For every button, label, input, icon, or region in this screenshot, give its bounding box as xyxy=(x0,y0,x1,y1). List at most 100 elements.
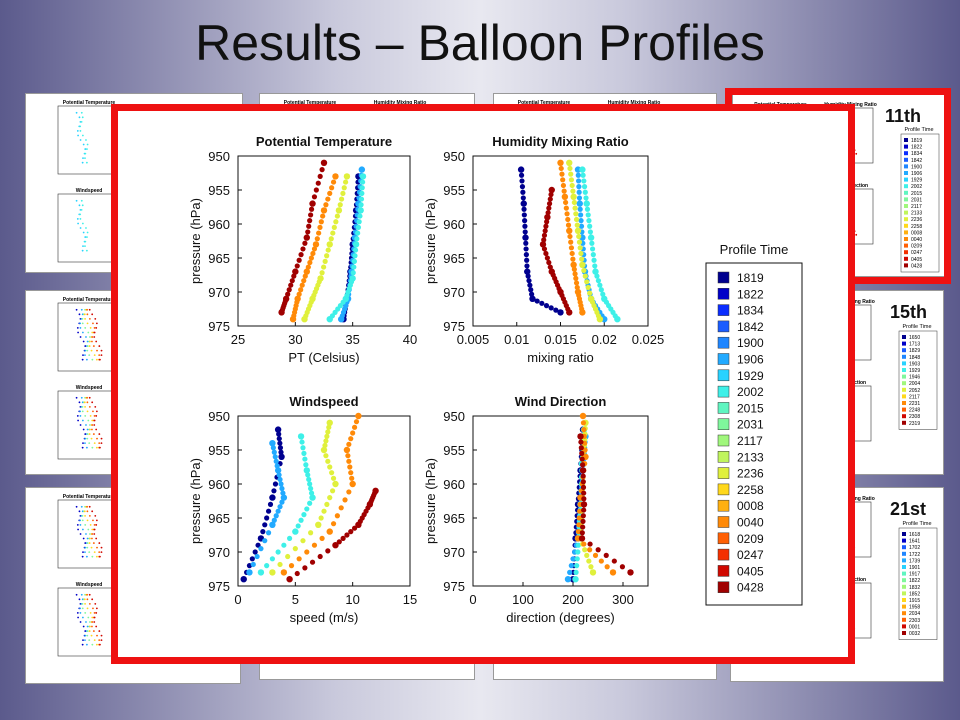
mini-data-point xyxy=(81,134,84,137)
data-point xyxy=(575,549,581,555)
data-point xyxy=(280,569,288,576)
mini-data-point xyxy=(93,616,96,619)
mini-data-point xyxy=(85,446,88,449)
legend-entry: 1900 xyxy=(737,336,764,350)
data-point xyxy=(322,258,328,264)
y-tick-label: 960 xyxy=(443,217,465,232)
mini-legend-entry: 1929 xyxy=(909,368,920,374)
data-point xyxy=(539,241,547,248)
mini-data-point xyxy=(93,442,96,445)
data-point xyxy=(575,172,581,178)
data-point xyxy=(588,564,594,570)
data-point xyxy=(358,196,365,202)
mini-data-point xyxy=(88,308,91,311)
mini-data-point xyxy=(91,537,93,540)
mini-data-point xyxy=(81,249,84,252)
mini-legend-entry: 0209 xyxy=(911,244,922,250)
mini-data-point xyxy=(91,643,94,646)
data-point xyxy=(320,213,326,219)
data-point xyxy=(557,309,564,316)
data-point xyxy=(582,447,588,453)
mini-data-point xyxy=(81,161,84,164)
mini-data-point xyxy=(88,442,91,445)
mini-plot-frame xyxy=(57,302,121,372)
mini-data-point xyxy=(95,607,98,610)
data-point xyxy=(580,473,586,479)
main-figure-plot-area: Potential Temperature 25 30 35 40 950 955 960 96… xyxy=(188,134,803,625)
y-tick-label: 975 xyxy=(443,319,465,334)
data-point xyxy=(279,485,285,492)
mini-data-point xyxy=(78,401,81,404)
mini-data-point xyxy=(86,308,89,311)
mini-data-point xyxy=(84,405,86,408)
data-point xyxy=(262,522,268,528)
data-point xyxy=(315,180,321,186)
mini-legend-swatch xyxy=(902,551,906,556)
data-point xyxy=(300,445,306,451)
data-point xyxy=(564,211,570,217)
data-point xyxy=(522,223,528,229)
mini-legend-entry: 2236 xyxy=(911,217,922,223)
mini-data-point xyxy=(91,336,94,338)
mini-data-point xyxy=(88,433,91,435)
data-point xyxy=(334,213,340,219)
data-point xyxy=(566,159,573,166)
data-point xyxy=(298,517,304,523)
data-point xyxy=(577,206,583,212)
y-axis-label: pressure (hPa) xyxy=(423,198,438,284)
mini-data-point xyxy=(79,227,82,229)
data-point xyxy=(334,513,340,519)
data-point xyxy=(597,282,603,288)
data-point xyxy=(344,532,350,538)
data-point xyxy=(357,213,363,219)
legend-entry: 0405 xyxy=(737,564,764,578)
mini-data-point xyxy=(78,116,81,119)
mini-data-point xyxy=(84,542,87,544)
data-point xyxy=(600,291,606,297)
mini-data-point xyxy=(84,630,87,632)
mini-legend-swatch xyxy=(902,584,906,589)
legend-entry: 1842 xyxy=(737,320,764,334)
data-point xyxy=(573,211,579,217)
mini-data-point xyxy=(76,327,79,329)
data-point xyxy=(324,433,330,439)
data-point xyxy=(264,515,270,521)
mini-data-point xyxy=(93,528,96,531)
mini-legend-swatch xyxy=(902,565,906,569)
data-point xyxy=(580,420,587,426)
mini-data-point xyxy=(82,428,85,431)
mini-legend-swatch xyxy=(902,624,906,629)
mini-data-point xyxy=(82,639,84,642)
mini-data-point xyxy=(82,354,84,357)
data-point xyxy=(281,542,287,548)
mini-legend-swatch xyxy=(902,387,906,392)
data-point xyxy=(576,515,582,521)
mini-data-point xyxy=(91,340,93,343)
mini-data-point xyxy=(87,419,90,422)
data-point xyxy=(581,490,587,496)
data-point xyxy=(329,470,335,476)
panel-title: Humidity Mixing Ratio xyxy=(492,134,629,149)
data-point xyxy=(349,480,356,488)
data-point xyxy=(592,263,598,269)
data-point xyxy=(548,191,554,198)
mini-data-point xyxy=(89,537,91,540)
mini-data-point xyxy=(88,396,91,399)
data-point xyxy=(327,464,333,470)
data-point xyxy=(338,316,345,323)
data-point xyxy=(589,246,596,252)
data-point xyxy=(546,201,553,207)
data-point xyxy=(528,287,534,293)
data-point xyxy=(319,167,325,173)
data-point xyxy=(348,470,354,476)
mini-data-point xyxy=(86,322,89,325)
mini-plot-title: Potential Temperature xyxy=(284,100,337,106)
mini-data-point xyxy=(86,236,88,238)
data-point xyxy=(295,523,301,529)
mini-data-point xyxy=(93,621,96,623)
mini-data-point xyxy=(99,358,101,361)
mini-data-point xyxy=(88,317,91,320)
mini-data-point xyxy=(93,524,96,526)
data-point xyxy=(312,241,320,248)
data-point xyxy=(574,556,580,562)
